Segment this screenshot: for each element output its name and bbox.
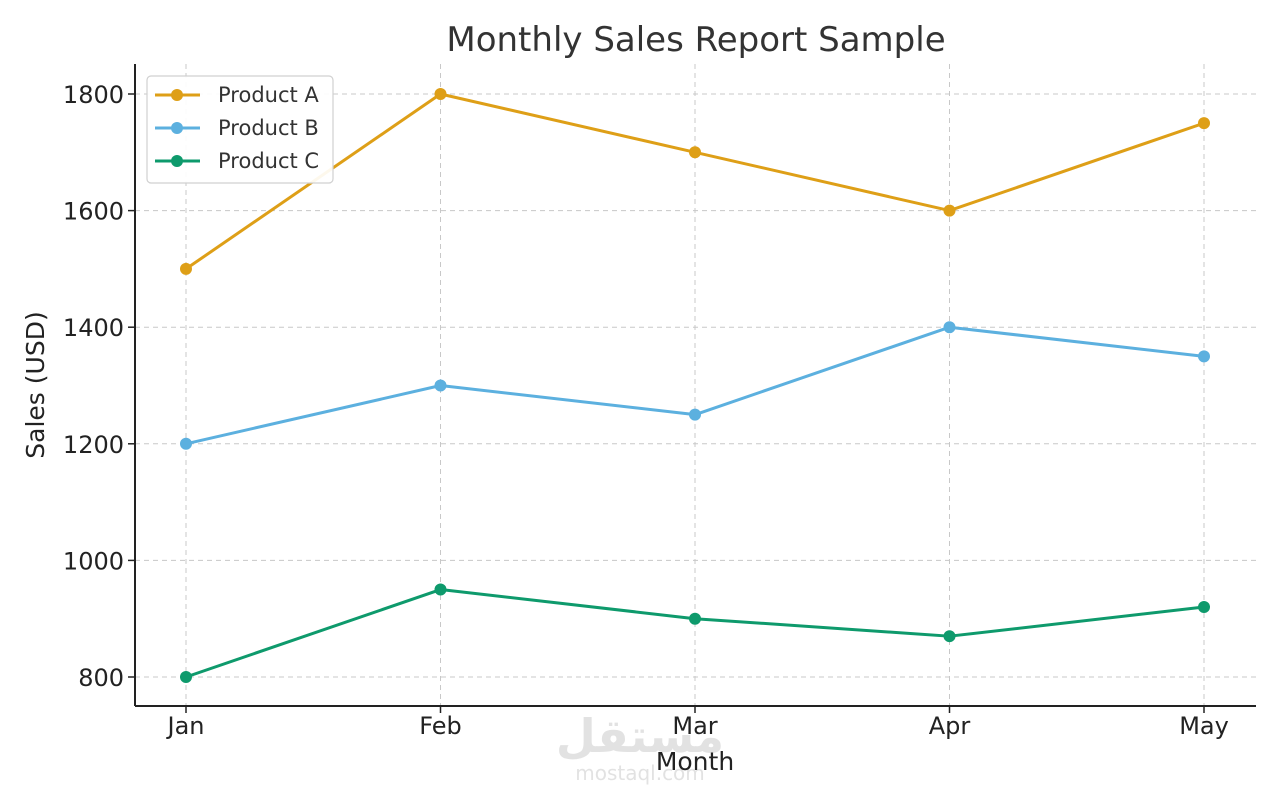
- grid: [135, 64, 1256, 706]
- x-tick-label: Feb: [419, 712, 462, 740]
- y-tick-label: 1200: [63, 431, 124, 459]
- y-tick-label: 1400: [63, 314, 124, 342]
- legend-marker: [171, 122, 183, 134]
- data-point-product-b: [180, 437, 192, 450]
- data-point-product-c: [689, 612, 701, 625]
- y-tick-label: 1800: [63, 81, 124, 109]
- x-tick-label: Jan: [166, 712, 205, 740]
- y-tick-label: 1000: [63, 547, 124, 575]
- series-product-a: [180, 88, 1210, 275]
- data-point-product-a: [434, 88, 447, 100]
- data-point-product-b: [1198, 350, 1210, 363]
- watermark-url: mostaql.com: [575, 761, 705, 785]
- data-point-product-b: [434, 379, 447, 392]
- series-product-b: [180, 321, 1210, 450]
- data-point-product-c: [1198, 601, 1210, 614]
- legend-marker: [171, 155, 183, 167]
- watermark-logo: مستقل: [556, 709, 724, 763]
- ticks: 800 1000 1200 1400 1600 1800 Jan Feb Mar Apr May: [63, 81, 1229, 740]
- data-point-product-c: [434, 583, 447, 596]
- legend-marker: [171, 89, 183, 101]
- legend-entry-product-b: Product B: [155, 116, 319, 140]
- x-axis-label: Month: [656, 747, 734, 776]
- x-tick-label: Apr: [929, 712, 971, 740]
- legend-label: Product C: [218, 149, 319, 173]
- legend-entry-product-a: Product A: [155, 83, 319, 107]
- data-point-product-a: [1198, 117, 1210, 130]
- watermark: مستقل mostaql.com: [556, 709, 724, 785]
- data-point-product-c: [943, 630, 956, 643]
- data-point-product-a: [943, 204, 956, 217]
- legend-entry-product-c: Product C: [155, 149, 319, 173]
- legend-frame: [146, 75, 334, 184]
- chart-title: Monthly Sales Report Sample: [446, 20, 945, 60]
- data-point-product-a: [180, 262, 192, 275]
- data-point-product-b: [943, 321, 956, 334]
- legend: Product A Product B Product C: [146, 75, 334, 184]
- data-point-product-b: [689, 408, 701, 421]
- series-lines: [180, 88, 1210, 683]
- x-tick-label: May: [1179, 712, 1229, 740]
- y-axis-label: Sales (USD): [21, 311, 50, 458]
- legend-label: Product A: [218, 83, 319, 107]
- legend-label: Product B: [218, 116, 319, 140]
- y-tick-label: 1600: [63, 198, 124, 226]
- series-product-c: [180, 583, 1210, 683]
- x-tick-label: Mar: [672, 712, 717, 740]
- data-point-product-a: [689, 146, 701, 159]
- y-tick-label: 800: [78, 664, 124, 692]
- data-point-product-c: [180, 671, 192, 683]
